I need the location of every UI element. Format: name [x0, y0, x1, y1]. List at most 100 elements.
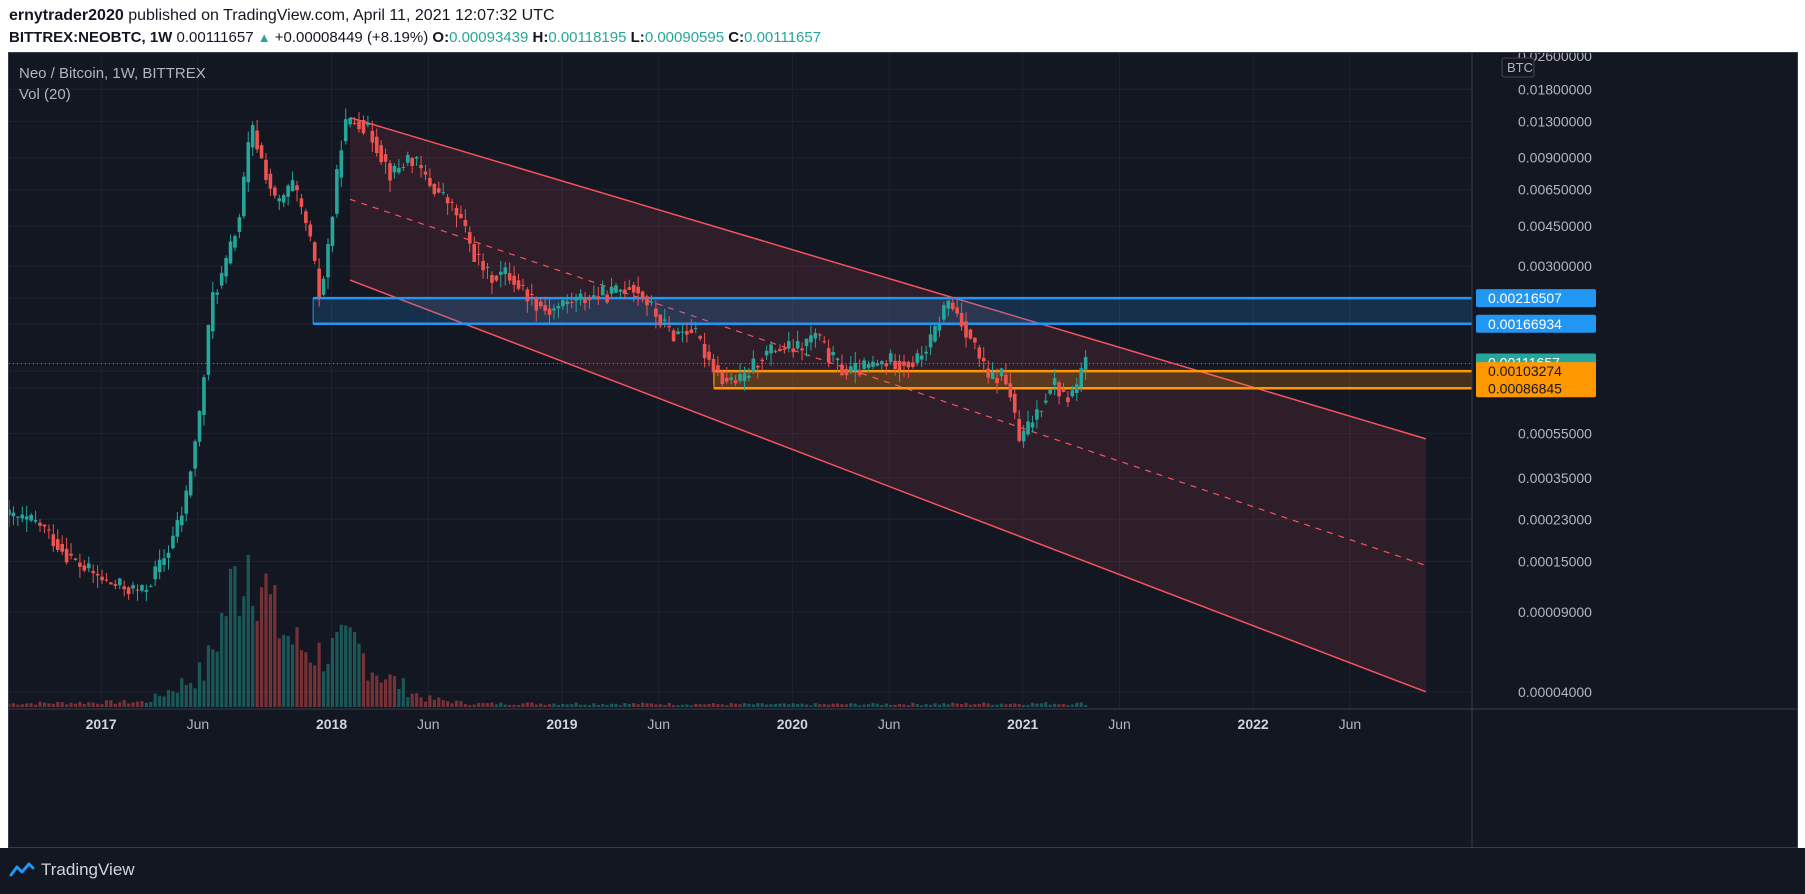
price-badge[interactable] [1476, 289, 1596, 308]
candle-body [1008, 383, 1013, 398]
candle-body [906, 361, 911, 368]
candle-body [662, 319, 667, 321]
zone-resistance[interactable] [312, 297, 1473, 325]
candle-body [516, 280, 521, 289]
candle-body [131, 585, 135, 589]
x-tick-label: Jun [647, 716, 670, 732]
volume-bar [100, 704, 104, 707]
volume-bar [38, 701, 42, 707]
volume-bar [756, 703, 760, 707]
legend-indicator[interactable]: Vol (20) [19, 86, 71, 103]
candle-body [188, 471, 193, 496]
candle-body [844, 368, 849, 376]
volume-bar [720, 704, 724, 707]
y-tick-label: 0.00450000 [1518, 218, 1592, 234]
volume-bar [902, 704, 906, 707]
candle-body [955, 307, 959, 314]
candle-body [374, 136, 379, 154]
candle-body [1079, 368, 1084, 387]
tradingview-logo[interactable]: TradingView [9, 860, 135, 880]
candle-body [60, 544, 64, 552]
candle-body [343, 119, 348, 142]
tradingview-brand: TradingView [41, 860, 135, 879]
volume-bar [530, 702, 534, 707]
candle-body [986, 368, 990, 378]
zone-support[interactable] [713, 370, 1473, 389]
candle-body [148, 585, 153, 587]
candle-body [1004, 374, 1008, 385]
candle-body [973, 337, 977, 343]
volume-bar [521, 703, 525, 707]
candle-body [800, 348, 804, 351]
volume-bar [539, 703, 543, 707]
candle-body [999, 368, 1004, 377]
volume-bar [401, 678, 405, 707]
volume-bar [233, 566, 237, 707]
candle-body [388, 163, 392, 181]
volume-bar [220, 612, 224, 707]
candle-body [295, 185, 299, 191]
volume-bar [370, 672, 374, 707]
candle-body [1048, 389, 1053, 394]
channel-mid-line[interactable] [349, 198, 1427, 567]
x-tick-label: 2017 [86, 716, 117, 732]
price-badge[interactable] [1476, 362, 1596, 381]
legend-title[interactable]: Neo / Bitcoin, 1W, BITTREX [19, 65, 206, 82]
chart-background [9, 53, 1797, 847]
candle-body [578, 293, 583, 300]
x-tick-label: Jun [417, 716, 440, 732]
candle-body [175, 520, 180, 537]
volume-bar [211, 649, 215, 707]
volume-bar [339, 624, 343, 707]
candle-body [755, 365, 760, 368]
candle-body [228, 241, 233, 264]
candle-body [286, 185, 290, 197]
candle-body [397, 168, 401, 173]
volume-bar [144, 702, 148, 707]
close-value: 0.00111657 [744, 29, 822, 46]
y-tick-label: 0.00035000 [1518, 470, 1592, 486]
volume-bar [1084, 704, 1088, 707]
candle-body [968, 329, 973, 339]
channel-lower-line[interactable] [349, 279, 1427, 693]
currency-label: BTC [1507, 60, 1533, 75]
candle-body [888, 353, 893, 362]
chart-area[interactable]: 0.02600000 0.01800000 0.01300000 0.00900000… [8, 52, 1798, 848]
price-badge[interactable] [1476, 314, 1596, 333]
y-tick-label: 0.00900000 [1518, 150, 1592, 166]
candle-body [1039, 410, 1044, 412]
low-value: 0.00090595 [644, 29, 725, 46]
volume-bar [246, 554, 250, 707]
author-name[interactable]: ernytrader2020 [9, 7, 124, 24]
candle-body [250, 125, 255, 148]
candle-body [959, 313, 964, 327]
price-badge[interactable] [1476, 379, 1596, 398]
volume-bar [1013, 703, 1017, 707]
volume-bar [920, 705, 924, 707]
volume-bar [33, 704, 38, 707]
candle-body [587, 297, 592, 301]
y-tick-label: 0.02600000 [1518, 53, 1592, 64]
volume-bar [596, 704, 600, 707]
volume-bar [16, 704, 20, 707]
volume-bar [649, 703, 654, 707]
chart-svg[interactable]: 0.02600000 0.01800000 0.01300000 0.00900000… [9, 53, 1797, 847]
y-tick-label: 0.00300000 [1518, 258, 1592, 274]
ohlc-line: BITTREX:NEOBTC, 1W 0.00111657 ▲ +0.00008… [9, 29, 821, 46]
volume-bar [933, 703, 937, 707]
volume-bar [552, 703, 556, 707]
volume-bar [809, 705, 813, 707]
high-label: H: [532, 29, 549, 46]
volume-bar [171, 691, 175, 707]
currency-badge[interactable] [1501, 57, 1535, 78]
candle-body [556, 306, 561, 309]
volume-bar [862, 704, 866, 707]
volume-bar [1039, 703, 1043, 707]
volume-bar [415, 693, 419, 707]
candle-body [445, 197, 450, 204]
candle-body [866, 364, 871, 368]
volume-bar [313, 665, 317, 707]
channel-upper-line[interactable] [349, 116, 1427, 440]
volume-bar [450, 703, 454, 707]
volume-bar [251, 605, 255, 707]
